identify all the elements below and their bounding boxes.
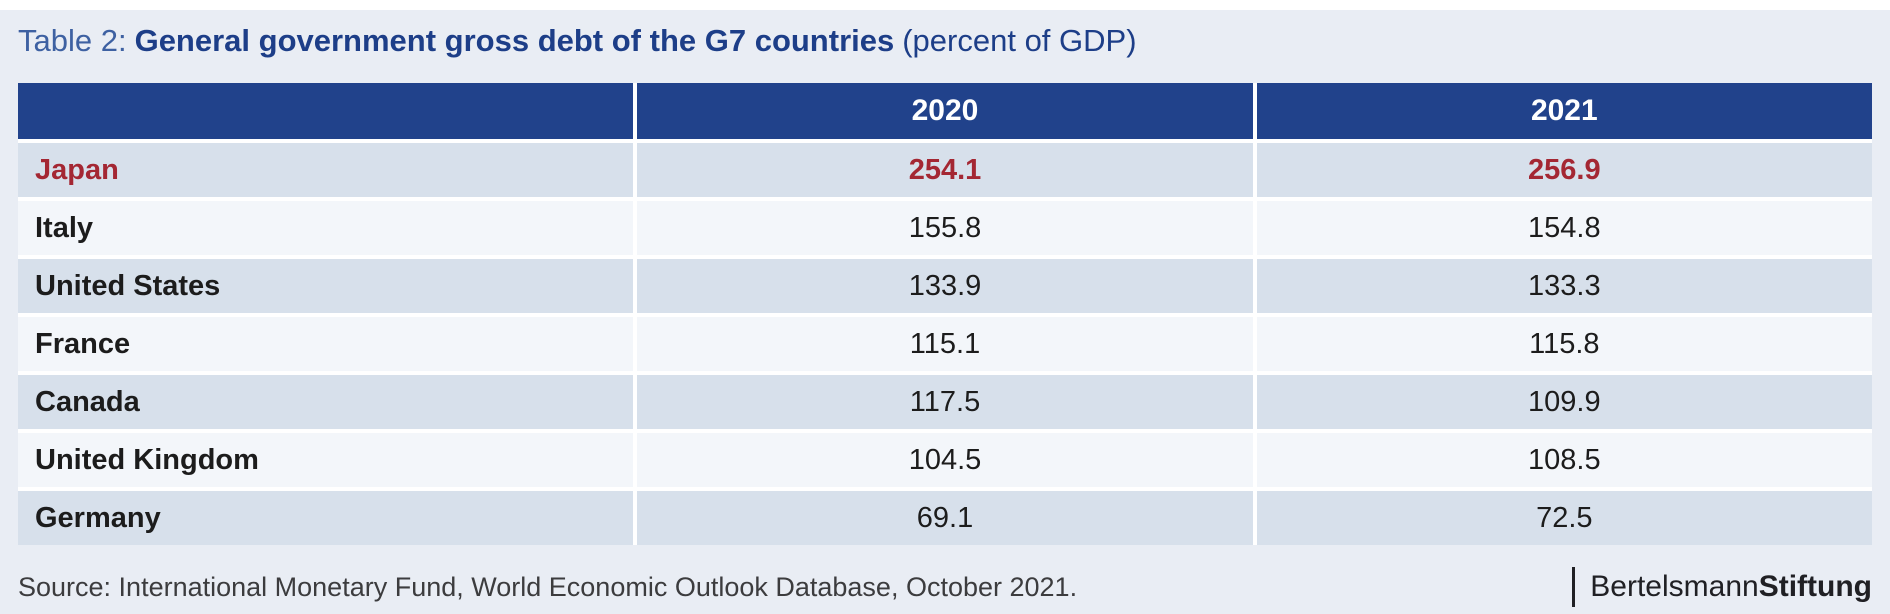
bertelsmann-stiftung-logo: BertelsmannStiftung xyxy=(1572,567,1872,607)
source-note: Source: International Monetary Fund, Wor… xyxy=(18,571,1078,602)
table-row: Japan 254.1 256.9 xyxy=(18,143,1872,197)
logo-text: BertelsmannStiftung xyxy=(1590,570,1872,604)
header-cell-2021: 2021 xyxy=(1256,83,1872,139)
header-cell-country xyxy=(18,83,634,139)
value-cell-2020: 104.5 xyxy=(637,433,1253,487)
country-cell: Canada xyxy=(18,375,634,429)
figure-footer: Source: International Monetary Fund, Wor… xyxy=(18,567,1872,607)
value-cell-2020: 254.1 xyxy=(637,143,1253,197)
page-title: Table 2: General government gross debt of… xyxy=(18,23,1872,59)
value-cell-2020: 117.5 xyxy=(637,375,1253,429)
country-cell: Germany xyxy=(18,491,634,545)
table-row: France 115.1 115.8 xyxy=(18,317,1872,371)
value-cell-2021: 108.5 xyxy=(1256,433,1872,487)
table-header-row: 2020 2021 xyxy=(18,83,1872,139)
value-cell-2020: 69.1 xyxy=(637,491,1253,545)
title-prefix: Table 2: xyxy=(18,23,127,58)
top-white-strip xyxy=(0,0,1890,10)
logo-text-bertelsmann: Bertelsmann xyxy=(1590,570,1759,603)
table-row: Canada 117.5 109.9 xyxy=(18,375,1872,429)
country-cell: United Kingdom xyxy=(18,433,634,487)
value-cell-2021: 72.5 xyxy=(1256,491,1872,545)
logo-text-stiftung: Stiftung xyxy=(1758,570,1872,603)
value-cell-2021: 109.9 xyxy=(1256,375,1872,429)
country-cell: Italy xyxy=(18,201,634,255)
value-cell-2021: 133.3 xyxy=(1256,259,1872,313)
value-cell-2020: 155.8 xyxy=(637,201,1253,255)
value-cell-2021: 154.8 xyxy=(1256,201,1872,255)
logo-bar-icon xyxy=(1572,567,1576,607)
title-suffix: (percent of GDP) xyxy=(902,23,1137,58)
debt-table: 2020 2021 Japan 254.1 256.9 Italy 155.8 154.8… xyxy=(18,83,1872,545)
country-cell: Japan xyxy=(18,143,634,197)
table-row: Germany 69.1 72.5 xyxy=(18,491,1872,545)
header-cell-2020: 2020 xyxy=(637,83,1253,139)
table-row: United Kingdom 104.5 108.5 xyxy=(18,433,1872,487)
country-cell: United States xyxy=(18,259,634,313)
table-row: Italy 155.8 154.8 xyxy=(18,201,1872,255)
country-cell: France xyxy=(18,317,634,371)
figure-container: Table 2: General government gross debt of… xyxy=(0,23,1890,607)
title-main: General government gross debt of the G7 … xyxy=(134,23,895,58)
table-row: United States 133.9 133.3 xyxy=(18,259,1872,313)
value-cell-2020: 133.9 xyxy=(637,259,1253,313)
value-cell-2020: 115.1 xyxy=(637,317,1253,371)
value-cell-2021: 256.9 xyxy=(1256,143,1872,197)
value-cell-2021: 115.8 xyxy=(1256,317,1872,371)
